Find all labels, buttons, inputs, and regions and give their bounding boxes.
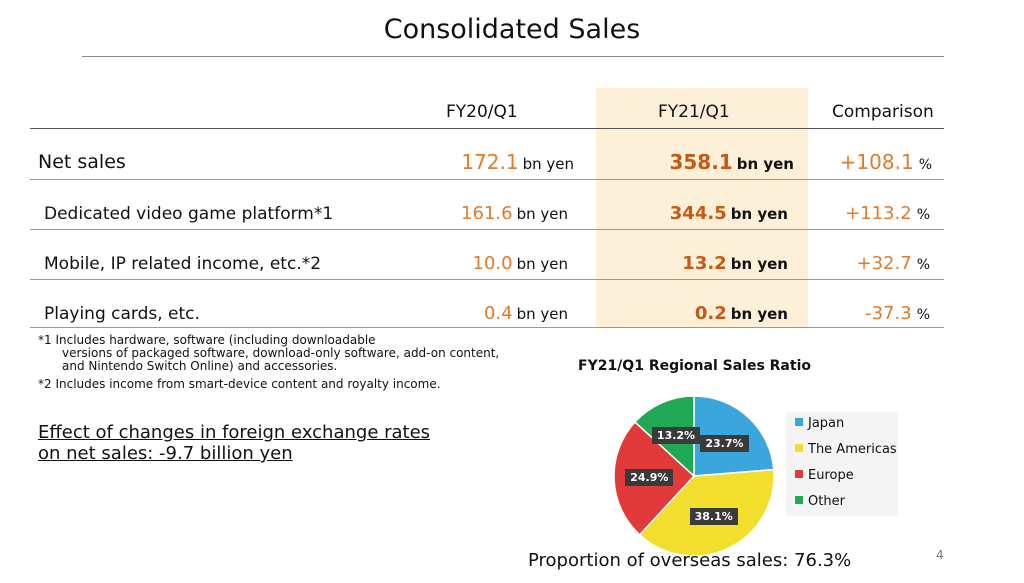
overseas-sales-proportion: Proportion of overseas sales: 76.3% <box>528 550 852 571</box>
playing-cards-comparison: -37.3% <box>865 303 930 324</box>
row-divider <box>30 279 944 280</box>
playing-cards-fy20: 0.4 bn yen <box>483 303 568 324</box>
dedicated-fy20: 161.6 bn yen <box>461 203 568 224</box>
header-comparison: Comparison <box>832 102 934 122</box>
dedicated-fy21: 344.5 bn yen <box>669 203 788 224</box>
legend-item-japan: Japan <box>795 416 844 431</box>
row-label-playing-cards: Playing cards, etc. <box>44 304 200 324</box>
pie-label-other: 13.2% <box>651 426 701 444</box>
pie-label-japan: 23.7% <box>700 434 749 452</box>
pie-legend: Japan The Americas Europe Other <box>786 412 898 516</box>
footnote-1-line1: *1 Includes hardware, software (includin… <box>38 333 376 347</box>
pie-label-europe: 24.9% <box>625 469 674 487</box>
legend-swatch <box>795 418 803 426</box>
row-label-dedicated-platform: Dedicated video game platform*1 <box>44 204 334 224</box>
slide-title: Consolidated Sales <box>383 14 641 45</box>
row-label-net-sales: Net sales <box>38 151 126 173</box>
mobile-ip-fy21: 13.2 bn yen <box>682 253 788 274</box>
dedicated-comparison: +113.2% <box>845 203 930 224</box>
header-fy21: FY21/Q1 <box>658 102 730 122</box>
row-divider <box>30 179 944 180</box>
net-sales-fy20: 172.1 bn yen <box>461 150 574 174</box>
footnote-2: *2 Includes income from smart-device con… <box>38 377 441 391</box>
legend-swatch <box>795 470 803 478</box>
legend-item-europe: Europe <box>795 468 854 483</box>
pie-label-the-americas: 38.1% <box>689 507 738 525</box>
footnote-1-line2: versions of packaged software, download-… <box>62 346 500 360</box>
legend-swatch <box>795 444 803 452</box>
row-label-mobile-ip: Mobile, IP related income, etc.*2 <box>44 254 322 274</box>
net-sales-fy21: 358.1 bn yen <box>669 150 794 174</box>
header-fy20: FY20/Q1 <box>446 102 518 122</box>
fx-effect-line2: on net sales: -9.7 billion yen <box>38 443 293 464</box>
table-bottom-divider <box>30 327 944 328</box>
pie-chart-title: FY21/Q1 Regional Sales Ratio <box>578 358 811 374</box>
page-number: 4 <box>936 548 944 562</box>
fx-effect-line1: Effect of changes in foreign exchange ra… <box>38 422 431 443</box>
playing-cards-fy21: 0.2 bn yen <box>694 303 788 324</box>
net-sales-comparison: +108.1% <box>839 150 932 174</box>
legend-swatch <box>795 496 803 504</box>
table-header-divider <box>30 128 944 129</box>
mobile-ip-comparison: +32.7% <box>856 253 930 274</box>
legend-item-other: Other <box>795 494 845 509</box>
title-divider <box>82 56 944 57</box>
footnote-1-line3: and Nintendo Switch Online) and accessor… <box>62 359 338 373</box>
row-divider <box>30 229 944 230</box>
fx-effect-note: Effect of changes in foreign exchange ra… <box>38 422 430 464</box>
legend-item-americas: The Americas <box>795 442 897 457</box>
mobile-ip-fy20: 10.0 bn yen <box>472 253 569 274</box>
